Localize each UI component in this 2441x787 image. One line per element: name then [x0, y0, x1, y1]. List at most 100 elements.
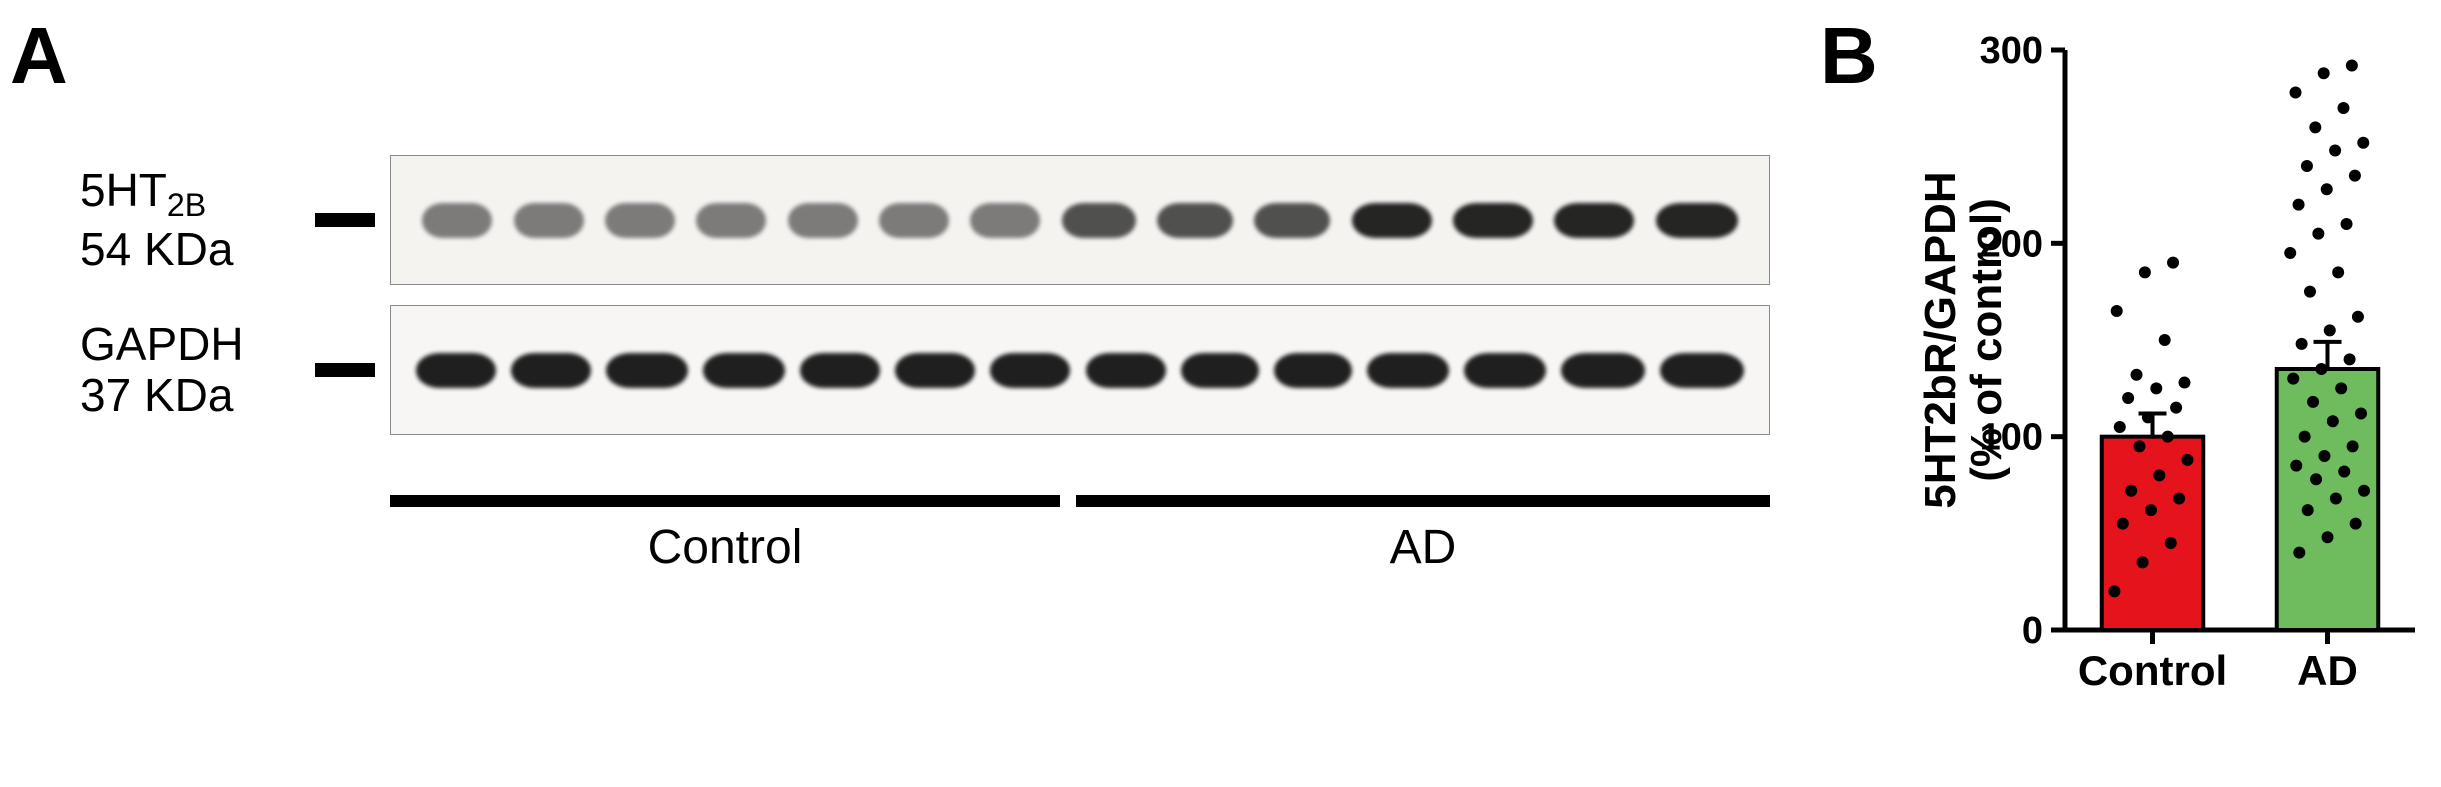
- data-point: [2322, 531, 2334, 543]
- data-point: [2337, 102, 2349, 114]
- data-point: [2293, 199, 2305, 211]
- data-point: [2304, 286, 2316, 298]
- band: [1086, 353, 1166, 388]
- data-point: [2162, 431, 2174, 443]
- band: [703, 353, 785, 388]
- blot-membrane: [390, 155, 1770, 285]
- band: [1464, 353, 1546, 388]
- data-point: [2134, 440, 2146, 452]
- data-point: [2299, 431, 2311, 443]
- band: [605, 203, 675, 238]
- group-underline: [1076, 495, 1770, 507]
- data-point: [2307, 396, 2319, 408]
- data-point: [2290, 460, 2302, 472]
- data-point: [2355, 407, 2367, 419]
- data-point: [2350, 518, 2362, 530]
- band: [514, 203, 584, 238]
- data-point: [2349, 170, 2361, 182]
- data-point: [2159, 334, 2171, 346]
- panel-a: 5HT2B54 KDa GAPDH37 KDa Control AD: [0, 0, 1820, 787]
- band: [422, 203, 492, 238]
- band: [1561, 353, 1645, 388]
- group-label: AD: [1076, 520, 1770, 575]
- bar-chart: 01002003005HT2bR/GAPDH(% of control)Cont…: [1910, 30, 2430, 750]
- ytick-label: 0: [2022, 610, 2043, 652]
- band: [895, 353, 975, 388]
- mw-marker: [315, 363, 375, 377]
- data-point: [2111, 305, 2123, 317]
- data-point: [2293, 547, 2305, 559]
- data-point: [2150, 382, 2162, 394]
- data-point: [2108, 585, 2120, 597]
- data-point: [2329, 145, 2341, 157]
- band: [788, 203, 858, 238]
- mw-marker: [315, 213, 375, 227]
- data-point: [2327, 415, 2339, 427]
- band: [1062, 203, 1136, 238]
- band: [1656, 203, 1738, 238]
- data-point: [2324, 324, 2336, 336]
- blot-membrane: [390, 305, 1770, 435]
- data-point: [2312, 228, 2324, 240]
- data-point: [2170, 402, 2182, 414]
- data-point: [2357, 137, 2369, 149]
- band: [1660, 353, 1744, 388]
- data-point: [2284, 247, 2296, 259]
- blot-label: 5HT2B54 KDa: [80, 165, 315, 274]
- category-label: AD: [2297, 647, 2358, 694]
- group-labels: Control AD: [390, 520, 1770, 575]
- data-point: [2318, 67, 2330, 79]
- data-point: [2318, 450, 2330, 462]
- band: [990, 353, 1070, 388]
- category-label: Control: [2078, 647, 2227, 694]
- blot-label: GAPDH37 KDa: [80, 319, 315, 420]
- data-point: [2296, 338, 2308, 350]
- band: [970, 203, 1040, 238]
- panel-b-label: B: [1820, 10, 1878, 102]
- data-point: [2125, 485, 2137, 497]
- group-label: Control: [390, 520, 1060, 575]
- group-underlines: [390, 495, 1770, 507]
- band: [1254, 203, 1330, 238]
- western-blots: 5HT2B54 KDa GAPDH37 KDa: [80, 155, 1780, 455]
- band: [1352, 203, 1432, 238]
- data-point: [2346, 59, 2358, 71]
- band: [1157, 203, 1233, 238]
- data-point: [2315, 363, 2327, 375]
- data-point: [2142, 411, 2154, 423]
- blot-row: GAPDH37 KDa: [80, 305, 1780, 435]
- band: [416, 353, 496, 388]
- blot-row: 5HT2B54 KDa: [80, 155, 1780, 285]
- data-point: [2310, 473, 2322, 485]
- group-underline: [390, 495, 1060, 507]
- data-point: [2352, 311, 2364, 323]
- band: [1274, 353, 1352, 388]
- data-point: [2137, 556, 2149, 568]
- data-point: [2165, 537, 2177, 549]
- data-point: [2114, 421, 2126, 433]
- data-point: [2302, 504, 2314, 516]
- data-point: [2131, 369, 2143, 381]
- band: [1453, 203, 1533, 238]
- band: [1554, 203, 1634, 238]
- data-point: [2344, 353, 2356, 365]
- band: [800, 353, 880, 388]
- data-point: [2178, 377, 2190, 389]
- data-point: [2347, 440, 2359, 452]
- data-point: [2173, 493, 2185, 505]
- ytick-label: 300: [1980, 30, 2043, 72]
- data-point: [2182, 454, 2194, 466]
- data-point: [2139, 266, 2151, 278]
- band: [879, 203, 949, 238]
- data-point: [2145, 504, 2157, 516]
- data-point: [2358, 485, 2370, 497]
- data-point: [2332, 266, 2344, 278]
- data-point: [2301, 160, 2313, 172]
- data-point: [2153, 469, 2165, 481]
- data-point: [2335, 382, 2347, 394]
- panel-b: 01002003005HT2bR/GAPDH(% of control)Cont…: [1910, 30, 2430, 750]
- y-axis-label: 5HT2bR/GAPDH(% of control): [1916, 171, 2011, 508]
- data-point: [2321, 183, 2333, 195]
- band: [696, 203, 766, 238]
- data-point: [2309, 121, 2321, 133]
